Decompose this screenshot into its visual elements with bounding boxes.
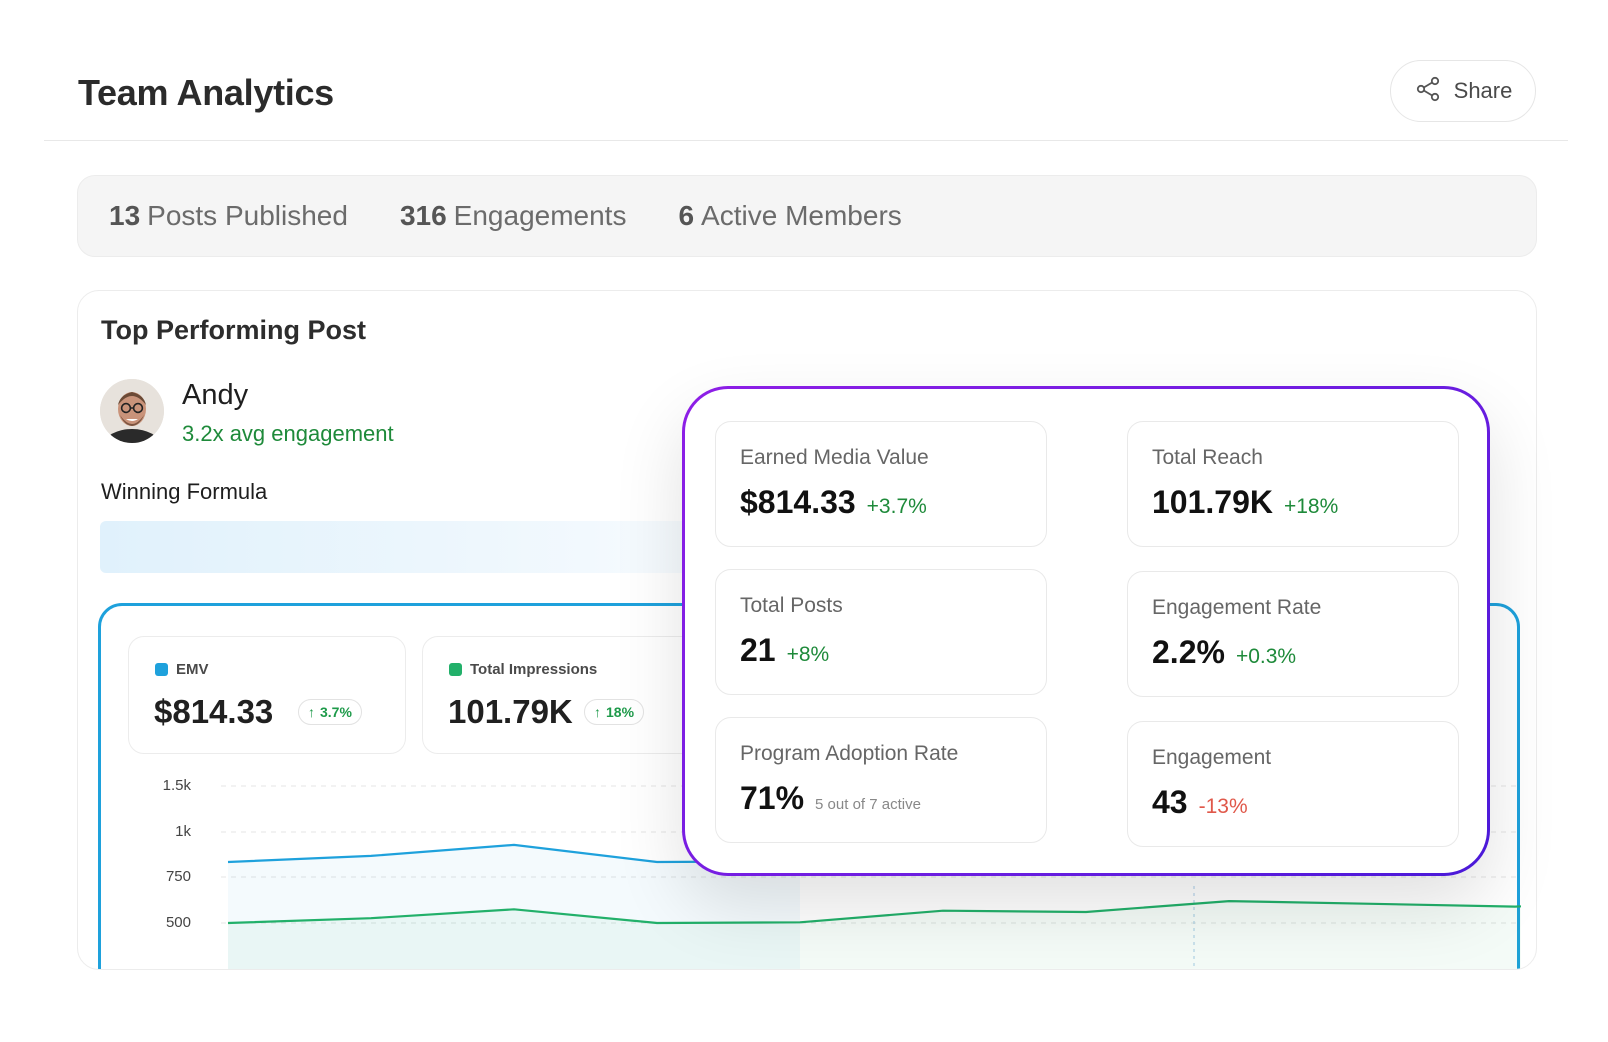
metrics-overlay: Earned Media Value $814.33 +3.7% Total Re… xyxy=(682,386,1490,876)
stat-posts-published: 13 Posts Published xyxy=(109,200,348,231)
y-tick-label: 1k xyxy=(175,823,191,840)
card-label: Total Posts xyxy=(740,594,843,617)
card-change: +3.7% xyxy=(866,495,927,518)
card-change: +8% xyxy=(786,643,830,666)
card-change: -13% xyxy=(1198,795,1248,818)
metric-value: 101.79K xyxy=(448,693,573,730)
arrow-up-icon: ↑ xyxy=(308,704,315,720)
card-engagement-rate[interactable]: Engagement Rate 2.2% +0.3% xyxy=(1127,571,1459,697)
card-value: 2.2% xyxy=(1152,634,1225,670)
card-change: +18% xyxy=(1283,495,1339,518)
series-area-emv xyxy=(228,844,800,969)
share-label: Share xyxy=(1453,78,1513,103)
y-tick-label: 750 xyxy=(165,868,191,885)
card-label: Engagement xyxy=(1152,746,1272,769)
winning-formula-bar xyxy=(100,521,800,573)
card-label: Program Adoption Rate xyxy=(740,742,959,765)
card-earned-media-value[interactable]: Earned Media Value $814.33 +3.7% xyxy=(715,421,1047,547)
card-title: Top Performing Post xyxy=(101,315,367,345)
card-label: Engagement Rate xyxy=(1152,596,1322,619)
card-note: 5 out of 7 active xyxy=(815,796,921,813)
stat-engagements: 316 Engagements xyxy=(399,200,627,231)
metric-value: $814.33 xyxy=(154,693,274,730)
y-tick-label: 500 xyxy=(165,914,191,931)
stat-active-members: 6 Active Members xyxy=(678,200,902,231)
card-total-reach[interactable]: Total Reach 101.79K +18% xyxy=(1127,421,1459,547)
card-value: 71% xyxy=(740,780,805,816)
winning-formula-label: Winning Formula xyxy=(101,479,268,504)
avatar[interactable] xyxy=(100,379,164,443)
card-label: Total Reach xyxy=(1152,446,1263,469)
header-divider xyxy=(44,140,1568,141)
arrow-up-icon: ↑ xyxy=(594,704,601,720)
stats-bar: 13 Posts Published 316 Engagements 6 Active… xyxy=(77,175,1537,257)
card-label: Earned Media Value xyxy=(740,446,929,469)
author-engagement: 3.2x avg engagement xyxy=(182,421,394,446)
metric-emv[interactable]: EMV $814.33 ↑ 3.7% xyxy=(128,636,406,754)
page-title: Team Analytics xyxy=(78,72,334,113)
card-engagement[interactable]: Engagement 43 -13% xyxy=(1127,721,1459,847)
metric-label: EMV xyxy=(176,661,209,678)
series-area-impressions xyxy=(228,901,1521,969)
metric-total-impressions[interactable]: Total Impressions 101.79K ↑ 18% xyxy=(422,636,700,754)
line-chart xyxy=(221,785,1521,969)
change-badge: ↑ 18% xyxy=(584,699,645,725)
change-badge: ↑ 3.7% xyxy=(298,699,362,725)
y-tick-label: 1.5k xyxy=(162,777,191,794)
chart-panel: EMV $814.33 ↑ 3.7% Total Impressions 101.… xyxy=(98,603,1521,969)
share-icon xyxy=(1414,75,1442,108)
emv-legend-dot xyxy=(155,663,168,676)
card-total-posts[interactable]: Total Posts 21 +8% xyxy=(715,569,1047,695)
card-value: 21 xyxy=(740,632,776,668)
author-name[interactable]: Andy xyxy=(182,379,249,411)
card-value: 43 xyxy=(1152,784,1188,820)
card-value: $814.33 xyxy=(740,484,856,520)
card-change: +0.3% xyxy=(1235,645,1297,668)
series-line-impressions xyxy=(227,899,1521,925)
share-button[interactable]: Share xyxy=(1390,60,1536,122)
metric-label: Total Impressions xyxy=(470,661,598,678)
card-program-adoption-rate[interactable]: Program Adoption Rate 71% 5 out of 7 acti… xyxy=(715,717,1047,843)
card-value: 101.79K xyxy=(1152,484,1273,520)
impressions-legend-dot xyxy=(449,663,462,676)
